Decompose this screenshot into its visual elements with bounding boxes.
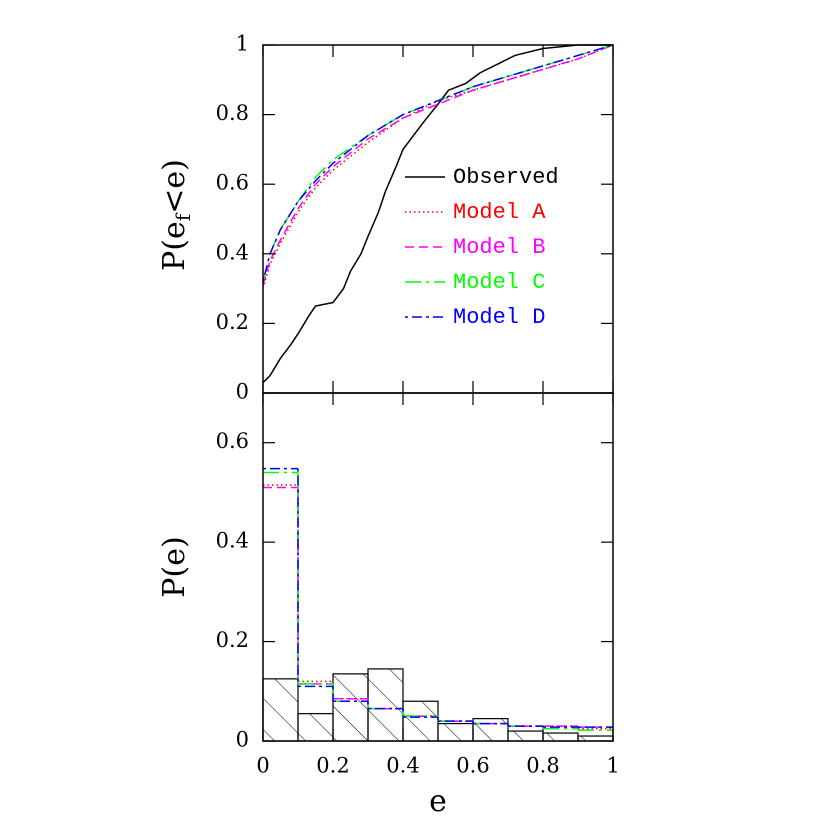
histogram-bar — [437, 722, 474, 742]
y-tick-label: 0 — [236, 728, 249, 752]
x-tick-label: 0.8 — [526, 754, 559, 778]
histogram-bar — [472, 718, 509, 742]
y-tick-label: 0.6 — [216, 171, 249, 195]
histogram-bar — [507, 730, 544, 742]
legend-label: Model B — [453, 235, 545, 260]
x-axis-label: e — [429, 784, 447, 819]
legend-label: Model A — [453, 200, 546, 225]
histogram-bar — [262, 678, 299, 742]
plot-frame — [262, 44, 614, 394]
y-tick-label: 0.8 — [216, 101, 249, 125]
histogram-bar — [332, 673, 369, 742]
y-label-part: <e) — [157, 159, 192, 214]
y-tick-label: 0.4 — [216, 529, 249, 553]
legend-label: Observed — [453, 165, 559, 190]
cdf-line — [262, 44, 614, 282]
x-tick-label: 1 — [606, 754, 619, 778]
y-label-part: P(e — [157, 221, 192, 271]
y-tick-label: 0.2 — [216, 628, 249, 652]
cdf-line — [262, 44, 614, 286]
y-tick-label: 1 — [236, 32, 249, 56]
histogram-bar — [367, 668, 404, 742]
x-tick-label: 0.4 — [386, 754, 419, 778]
y-tick-label: 0 — [236, 380, 249, 404]
x-tick-label: 0.6 — [456, 754, 489, 778]
y-label-sub: f — [171, 212, 195, 221]
histogram-bar — [402, 700, 439, 742]
y-tick-label: 0.4 — [216, 240, 249, 264]
legend-label: Model C — [453, 270, 545, 295]
y-axis-label: P(e) — [157, 536, 192, 597]
x-tick-label: 0 — [256, 754, 269, 778]
y-tick-label: 0.2 — [216, 310, 249, 334]
plot-frame — [262, 392, 614, 742]
y-axis-label: P(ef<e) — [157, 159, 195, 271]
cdf-line — [262, 44, 614, 282]
cdf-line — [262, 44, 613, 384]
cdf-line — [262, 44, 614, 289]
x-tick-label: 0.2 — [316, 754, 349, 778]
histogram-bar — [542, 732, 579, 742]
histogram-bar — [297, 713, 334, 742]
legend-label: Model D — [453, 305, 545, 330]
y-tick-label: 0.6 — [216, 429, 249, 453]
